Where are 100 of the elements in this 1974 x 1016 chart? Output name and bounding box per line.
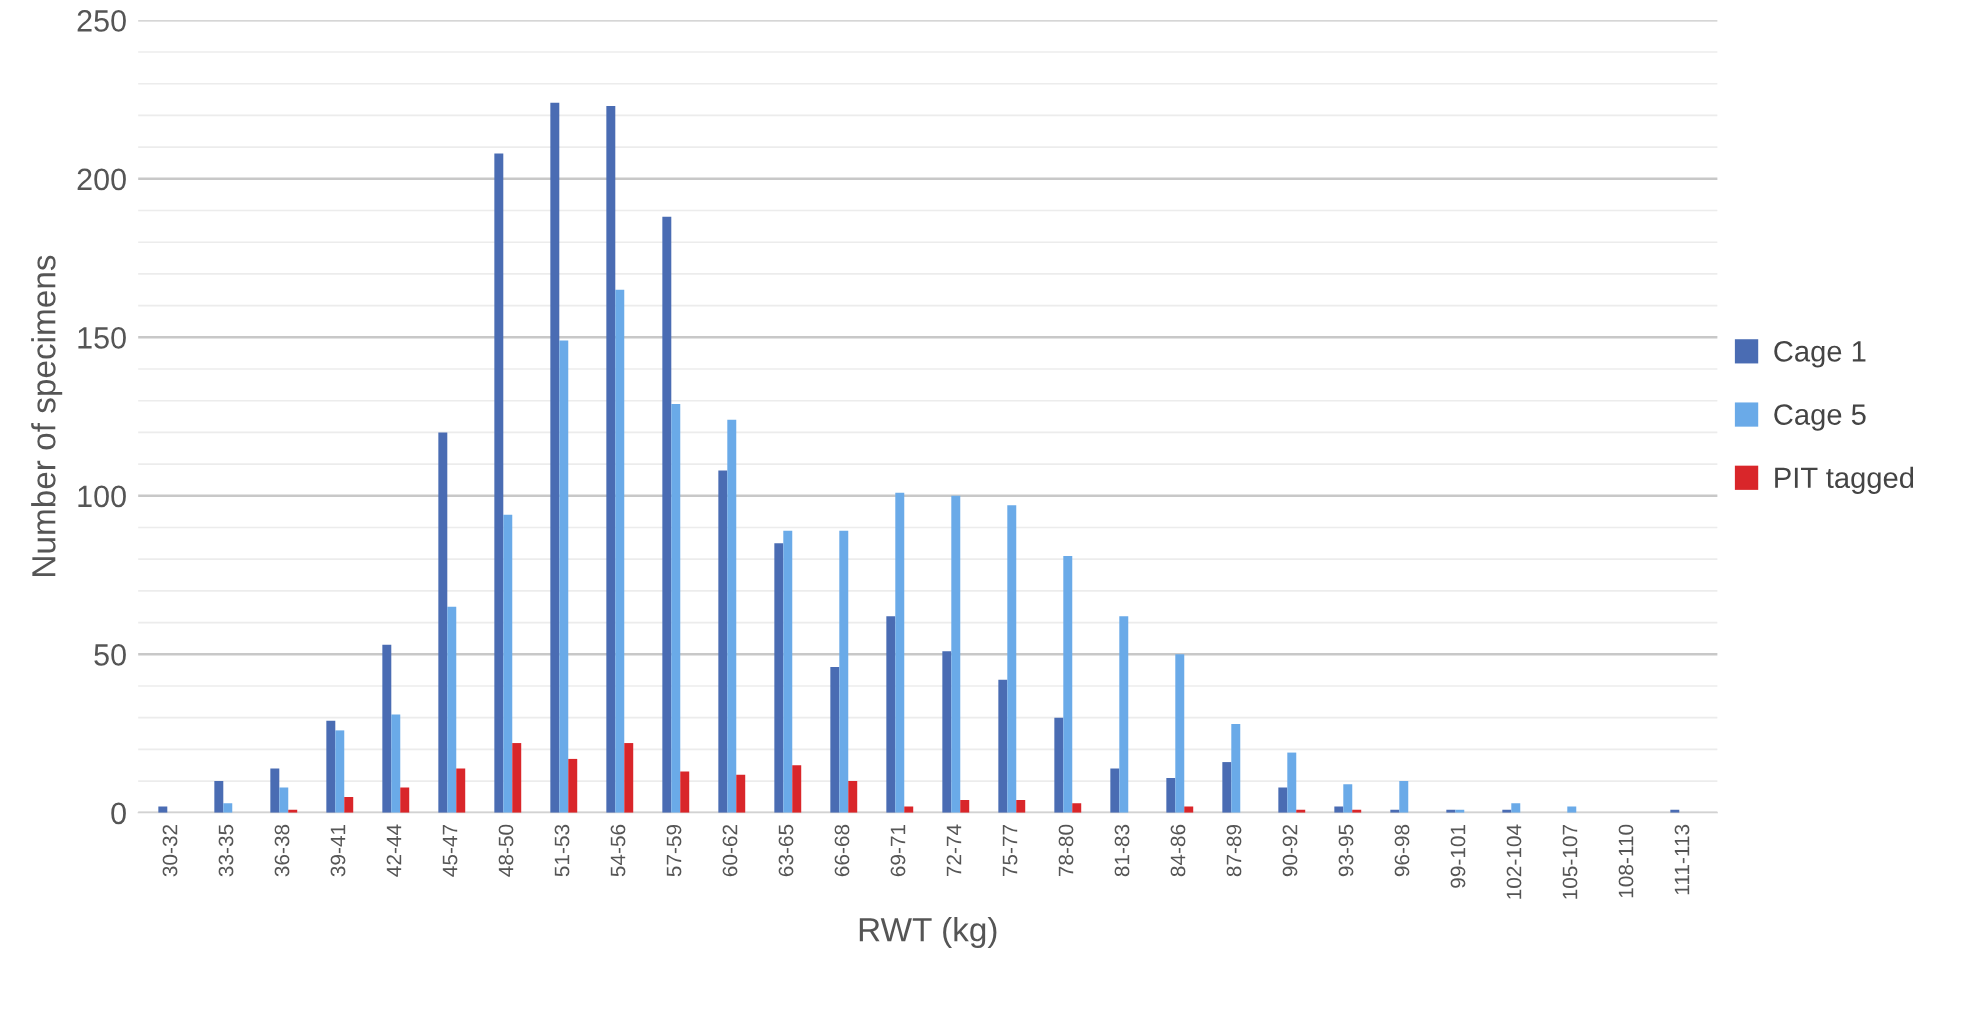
x-tick-label: 108-110 bbox=[1618, 824, 1634, 898]
bar bbox=[1567, 806, 1577, 813]
x-tick-label: 75-77 bbox=[1002, 824, 1018, 877]
bar bbox=[792, 765, 802, 813]
x-tick-label: 48-50 bbox=[498, 824, 514, 877]
x-tick-label: 57-59 bbox=[666, 824, 682, 877]
bar bbox=[662, 216, 672, 813]
legend-label: Cage 5 bbox=[1774, 404, 1866, 431]
bar bbox=[456, 768, 466, 813]
x-tick-label: 84-86 bbox=[1170, 824, 1186, 877]
x-tick-label: 72-74 bbox=[946, 824, 962, 877]
y-tick-label: 100 bbox=[78, 485, 126, 508]
x-tick-label: 45-47 bbox=[442, 824, 458, 877]
x-tick-label: 90-92 bbox=[1282, 824, 1298, 877]
x-axis-title: RWT (kg) bbox=[859, 917, 997, 949]
bar bbox=[158, 806, 168, 813]
y-axis-title: Number of specimens bbox=[31, 255, 63, 576]
x-tick-label: 93-95 bbox=[1338, 824, 1354, 877]
bar bbox=[960, 800, 970, 813]
bar bbox=[727, 419, 737, 813]
bar bbox=[942, 651, 952, 813]
x-tick-label: 63-65 bbox=[778, 824, 794, 877]
bar bbox=[1222, 762, 1232, 813]
x-tick-label: 96-98 bbox=[1394, 824, 1410, 877]
bar bbox=[783, 530, 793, 813]
bar bbox=[1334, 806, 1344, 813]
bar bbox=[1399, 781, 1409, 813]
bar bbox=[512, 743, 522, 813]
bar bbox=[550, 102, 560, 813]
bar bbox=[279, 787, 289, 813]
bar bbox=[270, 768, 280, 813]
bar bbox=[214, 781, 224, 813]
x-tick-label: 69-71 bbox=[890, 824, 906, 877]
x-tick-label: 39-41 bbox=[330, 824, 346, 877]
bar bbox=[1175, 654, 1185, 813]
y-tick-label: 200 bbox=[77, 168, 126, 191]
x-tick-label: 54-56 bbox=[610, 824, 626, 877]
bar bbox=[680, 771, 690, 813]
bar bbox=[1287, 752, 1297, 813]
y-tick-label: 250 bbox=[77, 10, 126, 32]
bar bbox=[1184, 806, 1194, 813]
bar bbox=[1166, 777, 1176, 813]
x-tick-label: 33-35 bbox=[218, 824, 234, 877]
x-tick-label: 87-89 bbox=[1226, 824, 1242, 877]
x-tick-label: 105-107 bbox=[1562, 824, 1578, 899]
bar bbox=[774, 543, 784, 813]
bar bbox=[1110, 768, 1120, 813]
bar bbox=[951, 495, 961, 813]
x-tick-label: 81-83 bbox=[1114, 824, 1130, 877]
x-tick-label: 60-62 bbox=[722, 824, 738, 877]
bar bbox=[830, 666, 840, 813]
bar bbox=[718, 470, 728, 813]
y-tick-label: 150 bbox=[78, 327, 126, 349]
y-tick-label: 50 bbox=[94, 644, 126, 666]
x-tick-label: 102-104 bbox=[1506, 824, 1522, 899]
x-tick-label: 36-38 bbox=[274, 824, 290, 877]
bar bbox=[998, 679, 1008, 813]
bar bbox=[1054, 717, 1064, 813]
bar bbox=[1278, 787, 1288, 813]
bar bbox=[904, 806, 914, 813]
bar bbox=[568, 758, 578, 813]
bar bbox=[1343, 784, 1353, 813]
bar bbox=[1511, 803, 1521, 813]
bar bbox=[400, 787, 410, 813]
bar bbox=[344, 796, 354, 813]
x-tick-label: 111-113 bbox=[1674, 824, 1690, 895]
x-tick-label: 30-32 bbox=[162, 824, 178, 877]
bar bbox=[559, 340, 569, 813]
bar bbox=[839, 530, 849, 813]
bar bbox=[494, 153, 504, 813]
bar bbox=[671, 403, 681, 813]
bar bbox=[223, 803, 233, 813]
bar bbox=[848, 781, 858, 813]
bar bbox=[326, 720, 336, 813]
bar bbox=[447, 606, 457, 813]
bar bbox=[615, 289, 625, 813]
bar bbox=[1072, 803, 1082, 813]
bar bbox=[1063, 556, 1073, 813]
bar bbox=[624, 743, 634, 813]
bar bbox=[391, 714, 401, 813]
bar bbox=[1231, 724, 1241, 813]
legend-label: Cage 1 bbox=[1774, 341, 1866, 368]
x-tick-label: 99-101 bbox=[1450, 824, 1466, 888]
bar bbox=[1007, 505, 1017, 813]
bar bbox=[382, 644, 392, 813]
bar bbox=[606, 105, 616, 813]
bar bbox=[886, 616, 896, 813]
bar bbox=[1016, 800, 1026, 813]
bar bbox=[438, 432, 448, 813]
x-tick-label: 78-80 bbox=[1058, 824, 1074, 877]
y-tick-label: 0 bbox=[111, 802, 126, 825]
x-tick-label: 66-68 bbox=[834, 824, 850, 877]
bar bbox=[1119, 616, 1129, 813]
bar bbox=[736, 774, 746, 813]
legend-label: PIT tagged bbox=[1775, 466, 1914, 494]
x-tick-label: 51-53 bbox=[554, 824, 570, 877]
bar bbox=[895, 492, 905, 813]
bar bbox=[503, 514, 513, 813]
x-tick-label: 42-44 bbox=[386, 824, 402, 877]
bar bbox=[335, 730, 345, 813]
